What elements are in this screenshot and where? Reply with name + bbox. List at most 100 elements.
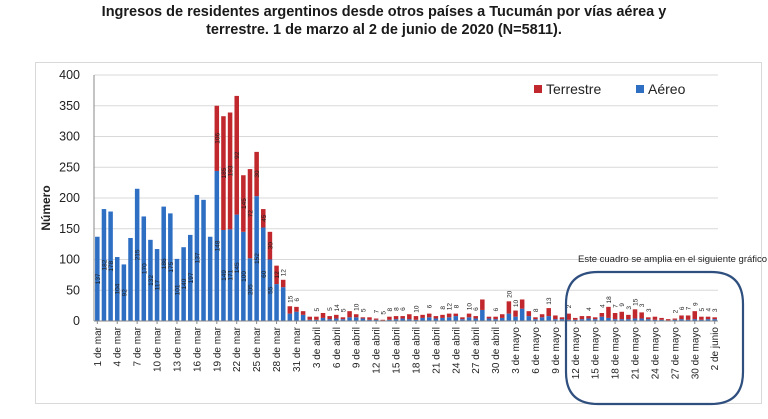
data-label-terrestre: 18 bbox=[606, 296, 613, 304]
data-label-aereo: 171 bbox=[228, 269, 235, 280]
bar-aereo bbox=[420, 317, 425, 321]
data-label-terrestre: 4 bbox=[599, 304, 606, 308]
x-tick-label: 27 de abril bbox=[471, 327, 482, 374]
bar-aereo bbox=[121, 264, 127, 321]
bar-terrestre bbox=[446, 313, 452, 318]
data-label-aereo: 117 bbox=[155, 279, 162, 290]
bar-terrestre bbox=[546, 308, 551, 317]
bar-aereo bbox=[128, 237, 133, 321]
data-label-aereo: 55 bbox=[267, 286, 274, 294]
data-label-terrestre: 6 bbox=[400, 307, 407, 311]
bar-aereo bbox=[599, 316, 605, 321]
bar-aereo bbox=[134, 188, 140, 321]
data-label-terrestre: 10 bbox=[467, 303, 474, 311]
data-label-aereo: 152 bbox=[254, 253, 261, 264]
x-tick-label: 7 de mar bbox=[133, 326, 144, 366]
bar-terrestre bbox=[347, 311, 352, 318]
bar-aereo bbox=[592, 319, 598, 321]
bar-aereo bbox=[148, 239, 153, 321]
bar-aereo bbox=[214, 170, 220, 321]
zoom-ellipse bbox=[564, 270, 745, 406]
bar-terrestre bbox=[685, 315, 691, 320]
bar-aereo bbox=[234, 214, 239, 321]
bar-aereo bbox=[387, 319, 392, 321]
bar-terrestre bbox=[639, 312, 644, 319]
bar-aereo bbox=[154, 249, 160, 321]
bar-terrestre bbox=[480, 299, 485, 310]
bar-terrestre bbox=[499, 314, 505, 318]
bar-terrestre bbox=[340, 317, 346, 320]
chart-title-line-2: terrestre. 1 de marzo al 2 de junio de 2… bbox=[206, 22, 562, 38]
chart-title: Ingresos de residentes argentinos desde … bbox=[0, 3, 768, 39]
bar-terrestre bbox=[407, 314, 412, 320]
data-label-terrestre: 13 bbox=[546, 297, 553, 305]
data-label-aereo: 101 bbox=[174, 284, 181, 295]
data-label-terrestre: 10 bbox=[513, 300, 520, 308]
bar-aereo bbox=[606, 317, 611, 321]
bar-terrestre bbox=[247, 169, 253, 259]
bar-terrestre bbox=[652, 316, 658, 320]
bar-aereo bbox=[446, 317, 452, 321]
bar-aereo bbox=[247, 258, 253, 321]
bar-aereo bbox=[539, 317, 545, 321]
data-label-terrestre: 7 bbox=[374, 309, 381, 313]
bar-terrestre bbox=[373, 318, 379, 320]
bar-aereo bbox=[101, 209, 107, 321]
bar-aereo bbox=[672, 319, 678, 321]
x-tick-label: 3 de abril bbox=[312, 327, 323, 368]
data-label-terrestre: 45 bbox=[261, 214, 268, 222]
x-tick-label: 21 de abril bbox=[431, 327, 442, 374]
data-label-aereo: 215 bbox=[135, 249, 142, 260]
bar-aereo bbox=[513, 316, 518, 321]
bar-terrestre bbox=[626, 314, 631, 320]
bar-terrestre bbox=[307, 316, 313, 320]
x-tick-label: 16 de mar bbox=[192, 326, 203, 372]
data-label-terrestre: 7 bbox=[686, 306, 693, 310]
bar-aereo bbox=[705, 319, 711, 321]
bar-aereo bbox=[506, 313, 512, 321]
bar-aereo bbox=[327, 319, 332, 321]
bar-aereo bbox=[207, 236, 213, 321]
data-label-terrestre: 72 bbox=[248, 210, 255, 218]
bar-terrestre bbox=[300, 311, 306, 315]
bar-terrestre bbox=[426, 313, 432, 318]
data-label-terrestre: 106 bbox=[214, 133, 221, 144]
bar-terrestre bbox=[314, 316, 319, 320]
bar-aereo bbox=[440, 317, 445, 321]
data-label-terrestre: 12 bbox=[281, 269, 288, 277]
data-label-terrestre: 4 bbox=[706, 308, 713, 312]
bar-terrestre bbox=[506, 301, 512, 314]
legend-swatch-terrestre bbox=[534, 85, 542, 93]
bar-aereo bbox=[108, 211, 113, 321]
bar-terrestre bbox=[566, 313, 571, 320]
data-label-terrestre: 92 bbox=[234, 151, 241, 159]
data-label-terrestre: 15 bbox=[633, 298, 640, 306]
x-tick-label: 18 de mayo bbox=[611, 327, 622, 380]
bar-aereo bbox=[280, 287, 286, 321]
data-label-terrestre: 5 bbox=[327, 307, 334, 311]
x-tick-label: 9 de abril bbox=[352, 327, 363, 368]
data-label-terrestre: 145 bbox=[241, 198, 248, 209]
bar-terrestre bbox=[214, 105, 220, 171]
x-tick-label: 10 de mar bbox=[153, 326, 164, 372]
bar-aereo bbox=[519, 308, 525, 321]
bar-aereo bbox=[373, 319, 379, 321]
data-label-terrestre: 10 bbox=[354, 303, 361, 311]
bar-aereo bbox=[340, 319, 346, 321]
bar-aereo bbox=[393, 319, 399, 321]
bar-terrestre bbox=[659, 317, 664, 320]
bar-aereo bbox=[499, 317, 505, 321]
bar-terrestre bbox=[287, 306, 293, 314]
x-tick-label: 15 de mayo bbox=[591, 327, 602, 380]
bar-terrestre bbox=[665, 319, 671, 321]
bar-aereo bbox=[294, 311, 299, 321]
bar-aereo bbox=[659, 319, 664, 321]
bar-terrestre bbox=[579, 316, 585, 320]
bar-terrestre bbox=[619, 311, 625, 320]
data-label-terrestre: 5 bbox=[699, 308, 706, 312]
data-label-terrestre: 9 bbox=[619, 303, 626, 307]
bar-terrestre bbox=[400, 316, 405, 319]
bar-aereo bbox=[573, 319, 578, 321]
bar-terrestre bbox=[599, 313, 605, 317]
x-tick-label: 12 de mayo bbox=[571, 327, 582, 380]
